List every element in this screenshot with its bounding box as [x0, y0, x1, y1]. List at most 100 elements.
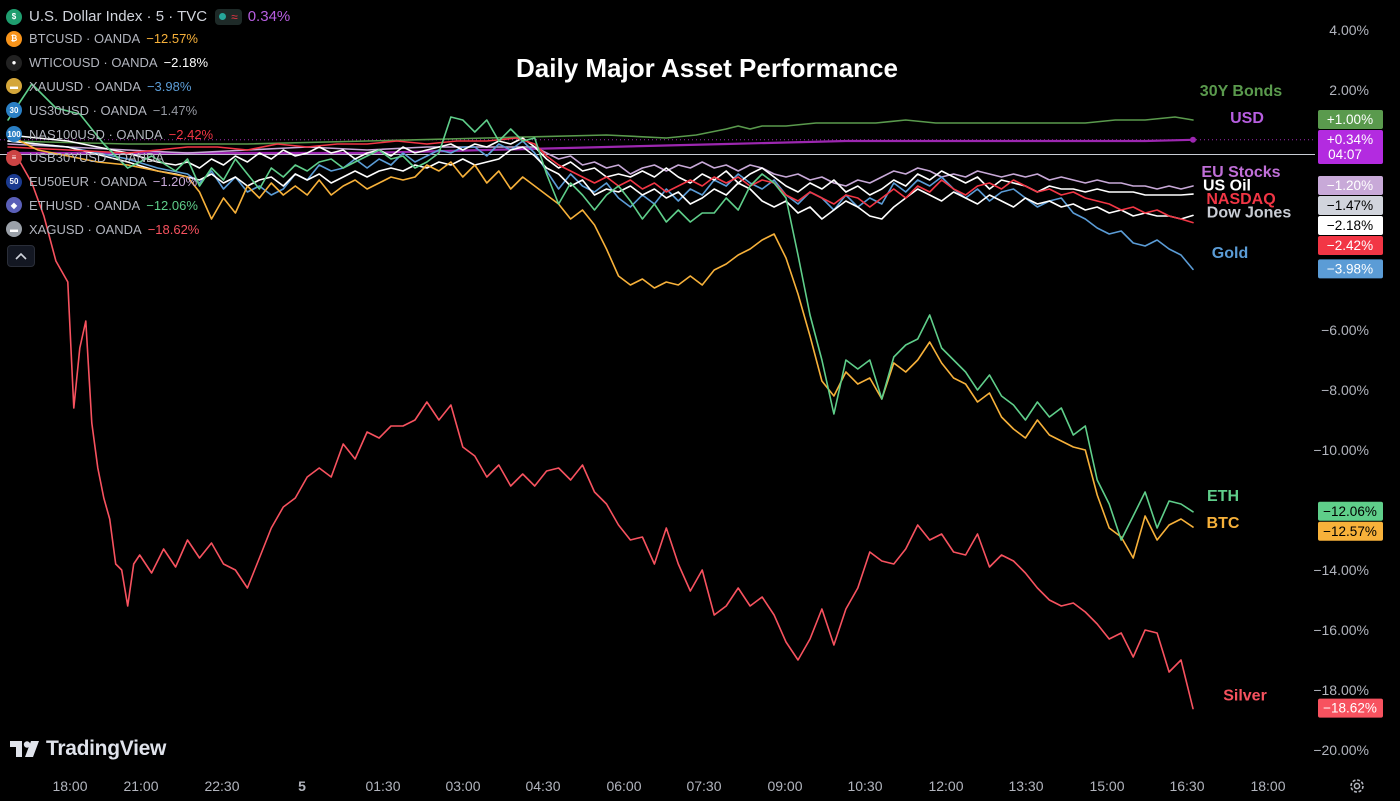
- symbol-logo-icon: 100: [6, 126, 22, 143]
- symbol-logo-icon: ▬: [6, 78, 22, 95]
- price-scale-label-text: +0.34%: [1327, 132, 1373, 147]
- price-scale-label-text: −18.62%: [1323, 701, 1377, 716]
- y-tick-label: −8.00%: [1321, 382, 1369, 398]
- legend-symbol-label: EU50EUR · OANDA: [29, 174, 147, 190]
- tradingview-logo: TradingView: [10, 737, 166, 761]
- y-tick-label: −6.00%: [1321, 322, 1369, 338]
- y-tick-label: −14.00%: [1313, 562, 1369, 578]
- legend-change-value: −1.20%: [152, 174, 198, 190]
- legend-symbol-label: XAUUSD · OANDA: [29, 78, 141, 94]
- gear-icon: [1350, 779, 1364, 793]
- x-tick-label: 5: [298, 778, 306, 794]
- legend-symbol-label: US30USD · OANDA: [29, 102, 147, 118]
- y-tick-label: −10.00%: [1313, 442, 1369, 458]
- price-scale-label: −1.20%: [1318, 176, 1383, 195]
- price-scale-label-bg: [1318, 236, 1383, 255]
- series-line-dow-jones: [7, 134, 1194, 196]
- legend-change-value: −12.57%: [146, 31, 198, 47]
- price-scale-label-text: −12.57%: [1323, 524, 1377, 539]
- legend-main-series[interactable]: $ U.S. Dollar Index · 5 · TVC ≈0.34%: [6, 6, 290, 27]
- price-scale-label-bg: [1318, 176, 1383, 195]
- price-scale-label: −18.62%: [1318, 698, 1383, 718]
- legend: $ U.S. Dollar Index · 5 · TVC ≈0.34% ₿ BTCUS…: [6, 6, 290, 241]
- symbol-logo-icon: 50: [6, 173, 22, 190]
- legend-row[interactable]: ₿ BTCUSD · OANDA −12.57%: [6, 27, 290, 51]
- price-scale-label: −2.18%: [1318, 216, 1383, 235]
- legend-row[interactable]: 100 NAS100USD · OANDA −2.42%: [6, 122, 290, 146]
- price-scale-label-bg: [1318, 259, 1383, 279]
- legend-change-value: 0.34%: [247, 8, 291, 25]
- legend-symbol-label: WTICOUSD · OANDA: [29, 55, 158, 71]
- annotation-us-oil: US Oil: [1203, 178, 1251, 195]
- annotation-btc: BTC: [1207, 515, 1240, 532]
- annotation-eu-stocks: EU Stocks: [1201, 164, 1280, 181]
- x-tick-label: 06:00: [606, 778, 641, 794]
- x-tick-label: 18:00: [52, 778, 87, 794]
- price-scale-label: −12.06%: [1318, 501, 1383, 521]
- settings-button[interactable]: [1347, 776, 1367, 796]
- price-scale-label-text: −2.18%: [1327, 218, 1373, 233]
- symbol-logo-icon: $: [6, 8, 22, 25]
- y-tick-label: −16.00%: [1313, 622, 1369, 638]
- legend-symbol-label: USB30YUSD · OANDA: [29, 150, 165, 166]
- series-line-gold: [7, 140, 1194, 271]
- annotation-nasdaq: NASDAQ: [1206, 191, 1275, 208]
- price-scale-label-bg: [1318, 110, 1383, 129]
- legend-row[interactable]: ● WTICOUSD · OANDA −2.18%: [6, 51, 290, 75]
- legend-row[interactable]: ≡ USB30YUSD · OANDA: [6, 146, 290, 170]
- legend-symbol-label: ETHUSD · OANDA: [29, 197, 141, 213]
- legend-row[interactable]: ▬ XAGUSD · OANDA −18.62%: [6, 217, 290, 241]
- price-scale-label-bg: [1318, 521, 1383, 541]
- legend-row[interactable]: ▬ XAUUSD · OANDA −3.98%: [6, 75, 290, 99]
- price-scale-label: −12.57%: [1318, 521, 1383, 541]
- symbol-logo-icon: ≡: [6, 149, 22, 166]
- price-scale-label-text: −1.20%: [1327, 178, 1373, 193]
- chart-title: Daily Major Asset Performance: [516, 53, 898, 83]
- legend-symbol-label: XAGUSD · OANDA: [29, 221, 142, 237]
- legend-collapse-button[interactable]: [7, 245, 35, 267]
- price-scale-label-bg: [1318, 698, 1383, 718]
- annotation-gold: Gold: [1212, 245, 1248, 262]
- series-line-eu-stocks: [7, 143, 1194, 190]
- legend-change-value: −2.42%: [168, 126, 214, 142]
- symbol-logo-icon: ▬: [6, 221, 22, 238]
- x-tick-label: 13:30: [1008, 778, 1043, 794]
- y-tick-label: −18.00%: [1313, 682, 1369, 698]
- price-scale-label-bg: [1318, 196, 1383, 215]
- x-tick-label: 10:30: [847, 778, 882, 794]
- annotation-silver: Silver: [1223, 688, 1267, 705]
- legend-change-value: −12.06%: [146, 197, 198, 213]
- usd-last-point: [1190, 136, 1196, 143]
- x-tick-label: 09:00: [767, 778, 802, 794]
- series-line-us-oil: [7, 140, 1194, 220]
- legend-change-value: −2.18%: [163, 55, 209, 71]
- legend-symbol-label: U.S. Dollar Index · 5 · TVC: [29, 8, 208, 25]
- x-tick-label: 07:30: [686, 778, 721, 794]
- series-line-btc: [7, 134, 1194, 559]
- price-scale-label-bg: [1318, 216, 1383, 235]
- x-tick-label: 22:30: [204, 778, 239, 794]
- legend-row[interactable]: ◆ ETHUSD · OANDA −12.06%: [6, 194, 290, 218]
- annotation-30y-bonds: 30Y Bonds: [1200, 83, 1283, 100]
- tradingview-logo-icon: [10, 741, 39, 757]
- annotation-usd: USD: [1230, 110, 1264, 127]
- legend-row[interactable]: 50 EU50EUR · OANDA −1.20%: [6, 170, 290, 194]
- price-scale-label-countdown: 04:07: [1328, 147, 1362, 162]
- series-line-30y-bonds: [7, 116, 1194, 145]
- legend-change-value: −1.47%: [152, 102, 198, 118]
- price-scale-label-text: −12.06%: [1323, 504, 1377, 519]
- tradingview-logo-text: TradingView: [46, 737, 167, 760]
- symbol-logo-icon: ₿: [6, 30, 22, 47]
- price-scale-label: −3.98%: [1318, 259, 1383, 279]
- market-status-badge[interactable]: ≈: [215, 8, 242, 25]
- series-line-silver: [7, 155, 1194, 710]
- legend-row[interactable]: 30 US30USD · OANDA −1.47%: [6, 98, 290, 122]
- price-scale-label: +0.34%04:07: [1318, 130, 1383, 164]
- price-scale-label-bg: [1318, 130, 1383, 164]
- symbol-logo-icon: 30: [6, 102, 22, 119]
- symbol-logo-icon: ◆: [6, 197, 22, 214]
- price-scale-label-text: −2.42%: [1327, 238, 1373, 253]
- annotation-dow-jones: Dow Jones: [1207, 205, 1292, 222]
- x-tick-label: 16:30: [1169, 778, 1204, 794]
